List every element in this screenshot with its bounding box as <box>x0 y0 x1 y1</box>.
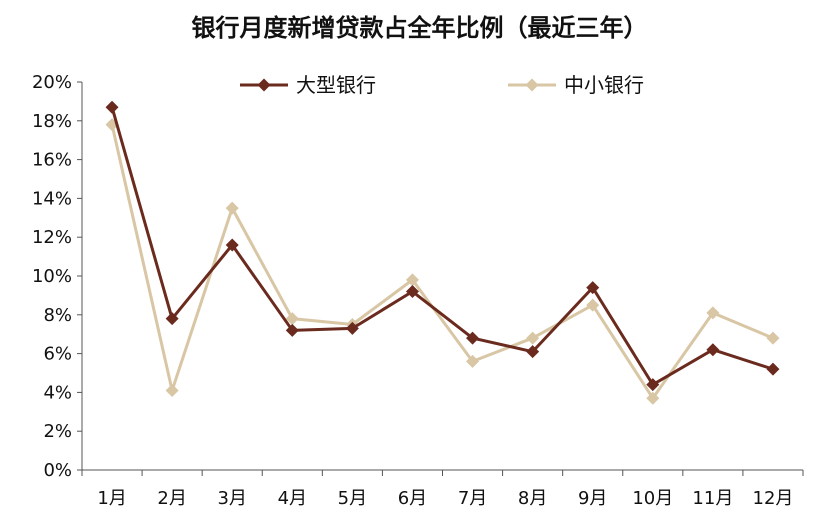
y-tick-label: 6% <box>43 344 72 365</box>
x-tick-label: 7月 <box>458 488 487 509</box>
y-tick-label: 14% <box>32 188 72 209</box>
legend-item-1: 中小银行 <box>508 73 644 97</box>
x-tick-label: 1月 <box>97 488 126 509</box>
y-tick-label: 8% <box>43 305 72 326</box>
data-point <box>526 345 540 359</box>
legend: 大型银行 中小银行 <box>240 73 644 97</box>
chart-title: 银行月度新增贷款占全年比例（最近三年） <box>191 14 648 42</box>
legend-item-0: 大型银行 <box>240 73 376 97</box>
data-point <box>225 238 239 252</box>
data-point <box>405 273 419 287</box>
x-tick-label: 5月 <box>338 488 367 509</box>
x-tick-label: 4月 <box>278 488 307 509</box>
data-point <box>646 391 660 405</box>
data-point <box>285 312 299 326</box>
data-point <box>225 201 239 215</box>
x-tick-label: 10月 <box>632 488 673 509</box>
y-tick-label: 4% <box>43 382 72 403</box>
data-point <box>706 306 720 320</box>
series-line <box>110 124 774 400</box>
x-tick-label: 3月 <box>217 488 246 509</box>
legend-label: 大型银行 <box>296 73 376 97</box>
x-tick-label: 2月 <box>157 488 186 509</box>
data-point <box>466 354 480 368</box>
data-point <box>586 298 600 312</box>
data-point <box>526 331 540 345</box>
data-point <box>646 378 660 392</box>
x-tick-label: 11月 <box>692 488 733 509</box>
data-point <box>285 323 299 337</box>
x-tick-label: 6月 <box>398 488 427 509</box>
x-tick-label: 12月 <box>753 488 794 509</box>
data-point <box>766 331 780 345</box>
data-point <box>165 383 179 397</box>
data-point <box>165 312 179 326</box>
series-line <box>110 106 774 387</box>
axes: 0% 2% 4% 6% 8% 10% 12% 14% 16% 18% 20% 1月 2月 3月 4月 5月 6月… <box>32 72 804 509</box>
data-point <box>586 281 600 295</box>
data-point <box>766 362 780 376</box>
y-tick-label: 12% <box>32 227 72 248</box>
y-tick-label: 0% <box>43 460 72 481</box>
series-1 <box>105 118 780 405</box>
x-tick-label: 9月 <box>578 488 607 509</box>
legend-swatch-marker <box>525 78 539 92</box>
data-point <box>706 343 720 357</box>
y-tick-label: 20% <box>32 72 72 93</box>
legend-label: 中小银行 <box>564 73 644 97</box>
data-point <box>105 100 119 114</box>
series-0 <box>105 100 780 392</box>
y-tick-label: 18% <box>32 111 72 132</box>
y-tick-label: 2% <box>43 421 72 442</box>
series-layer <box>105 100 780 405</box>
data-point <box>345 321 359 335</box>
legend-swatch-marker <box>257 78 271 92</box>
y-tick-label: 10% <box>32 266 72 287</box>
data-point <box>405 285 419 299</box>
x-tick-label: 8月 <box>518 488 547 509</box>
y-tick-label: 16% <box>32 150 72 171</box>
data-point <box>466 331 480 345</box>
